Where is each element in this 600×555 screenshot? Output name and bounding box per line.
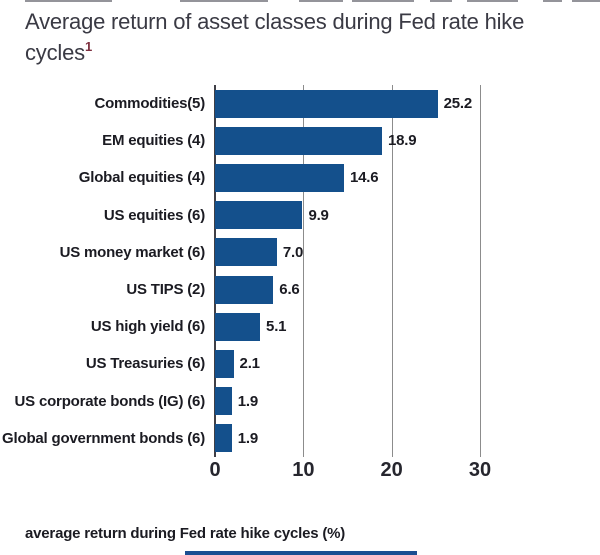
bar bbox=[215, 126, 382, 155]
y-axis-line bbox=[214, 85, 216, 457]
footnote-marker: 1 bbox=[84, 38, 92, 54]
chart-row: US high yield (6) 5.1 bbox=[0, 308, 600, 345]
chart-row: US equities (6) 9.9 bbox=[0, 197, 600, 234]
chart-row: US corporate bonds (IG) (6) 1.9 bbox=[0, 383, 600, 420]
bar bbox=[215, 349, 234, 378]
value-label: 18.9 bbox=[387, 132, 417, 150]
chart-title-line2: cycles bbox=[25, 40, 85, 65]
bar bbox=[215, 238, 277, 267]
value-label: 2.1 bbox=[239, 355, 260, 373]
value-label: 7.0 bbox=[282, 243, 304, 261]
category-label: Commodities(5) bbox=[94, 95, 205, 113]
chart-row: EM equities (4) 18.9 bbox=[0, 122, 600, 159]
value-label: 6.6 bbox=[279, 281, 300, 299]
x-axis-label: average return during Fed rate hike cycl… bbox=[25, 525, 346, 542]
gridline bbox=[303, 85, 305, 457]
chart-row: Commodities(5) 25.2 bbox=[0, 85, 600, 122]
chart-row: Global equities (4) 14.6 bbox=[0, 159, 600, 196]
value-label: 25.2 bbox=[443, 95, 473, 113]
value-label: 5.1 bbox=[266, 318, 287, 336]
bar bbox=[215, 424, 232, 453]
chart-row: US money market (6) 7.0 bbox=[0, 234, 600, 271]
chart-row: Global government bonds (6) 1.9 bbox=[0, 420, 600, 457]
category-label: Global government bonds (6) bbox=[2, 429, 205, 447]
value-label: 1.9 bbox=[237, 392, 259, 410]
value-label: 1.9 bbox=[237, 429, 259, 447]
x-tick-label: 0 bbox=[209, 459, 221, 481]
chart-title-line1: Average return of asset classes during F… bbox=[25, 9, 525, 34]
chart-row: US Treasuries (6) 2.1 bbox=[0, 345, 600, 382]
category-label: US corporate bonds (IG) (6) bbox=[14, 392, 206, 410]
bar bbox=[215, 387, 232, 416]
bar bbox=[215, 275, 274, 304]
top-edge-artifact bbox=[0, 0, 600, 2]
bar bbox=[215, 163, 344, 192]
value-label: 9.9 bbox=[308, 206, 329, 224]
bottom-edge-artifact bbox=[185, 551, 417, 555]
bar bbox=[215, 201, 303, 230]
chart-title: Average return of asset classes during F… bbox=[25, 6, 585, 68]
category-label: US Treasuries (6) bbox=[85, 355, 205, 373]
x-axis-tick-labels: 0 10 20 30 bbox=[0, 459, 600, 483]
category-label: US high yield (6) bbox=[90, 318, 205, 336]
category-label: Global equities (4) bbox=[78, 169, 205, 187]
category-label: EM equities (4) bbox=[102, 132, 205, 150]
chart-rows: Commodities(5) 25.2 EM equities (4) 18.9 Glo… bbox=[0, 85, 600, 457]
bar bbox=[215, 312, 261, 341]
x-tick-label: 20 bbox=[380, 459, 403, 481]
bar bbox=[215, 89, 438, 118]
x-tick-label: 10 bbox=[292, 459, 315, 481]
category-label: US money market (6) bbox=[59, 243, 206, 261]
gridline bbox=[480, 85, 481, 457]
category-label: US equities (6) bbox=[103, 206, 205, 224]
bar-chart: Commodities(5) 25.2 EM equities (4) 18.9 Glo… bbox=[0, 85, 600, 457]
x-tick-label: 30 bbox=[468, 459, 492, 481]
category-label: US TIPS (2) bbox=[126, 281, 205, 299]
gridline bbox=[391, 85, 393, 457]
chart-row: US TIPS (2) 6.6 bbox=[0, 271, 600, 308]
value-label: 14.6 bbox=[349, 169, 379, 187]
